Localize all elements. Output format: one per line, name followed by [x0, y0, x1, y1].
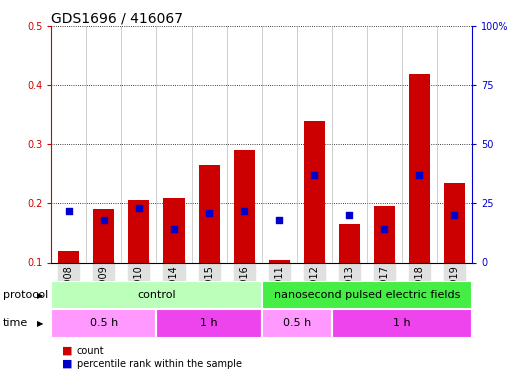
Text: nanosecond pulsed electric fields: nanosecond pulsed electric fields: [273, 290, 460, 300]
Text: protocol: protocol: [3, 290, 48, 300]
Text: ▶: ▶: [37, 319, 44, 328]
Bar: [269, 260, 290, 262]
Text: time: time: [3, 318, 28, 328]
Point: [275, 217, 283, 223]
Text: ▶: ▶: [37, 291, 44, 300]
Text: ■: ■: [62, 346, 72, 355]
Bar: [93, 209, 114, 262]
Text: GDS1696 / 416067: GDS1696 / 416067: [51, 11, 183, 25]
Point: [135, 205, 143, 211]
Bar: [233, 150, 254, 262]
Bar: [51, 309, 156, 338]
Point: [170, 226, 178, 232]
Bar: [51, 281, 262, 309]
Bar: [262, 281, 472, 309]
Bar: [409, 74, 430, 262]
Bar: [374, 206, 395, 262]
Bar: [262, 309, 332, 338]
Text: 1 h: 1 h: [200, 318, 218, 328]
Bar: [339, 224, 360, 262]
Bar: [199, 165, 220, 262]
Text: count: count: [77, 346, 105, 355]
Point: [240, 207, 248, 213]
Point: [310, 172, 318, 178]
Bar: [156, 309, 262, 338]
Point: [345, 212, 353, 218]
Point: [65, 207, 73, 213]
Bar: [332, 309, 472, 338]
Bar: [304, 121, 325, 262]
Point: [100, 217, 108, 223]
Point: [380, 226, 388, 232]
Text: 0.5 h: 0.5 h: [283, 318, 311, 328]
Text: 1 h: 1 h: [393, 318, 411, 328]
Text: control: control: [137, 290, 176, 300]
Point: [450, 212, 459, 218]
Bar: [58, 251, 80, 262]
Bar: [444, 183, 465, 262]
Text: 0.5 h: 0.5 h: [90, 318, 118, 328]
Text: ■: ■: [62, 359, 72, 369]
Text: percentile rank within the sample: percentile rank within the sample: [77, 359, 242, 369]
Point: [205, 210, 213, 216]
Bar: [128, 201, 149, 262]
Bar: [164, 198, 185, 262]
Point: [415, 172, 423, 178]
